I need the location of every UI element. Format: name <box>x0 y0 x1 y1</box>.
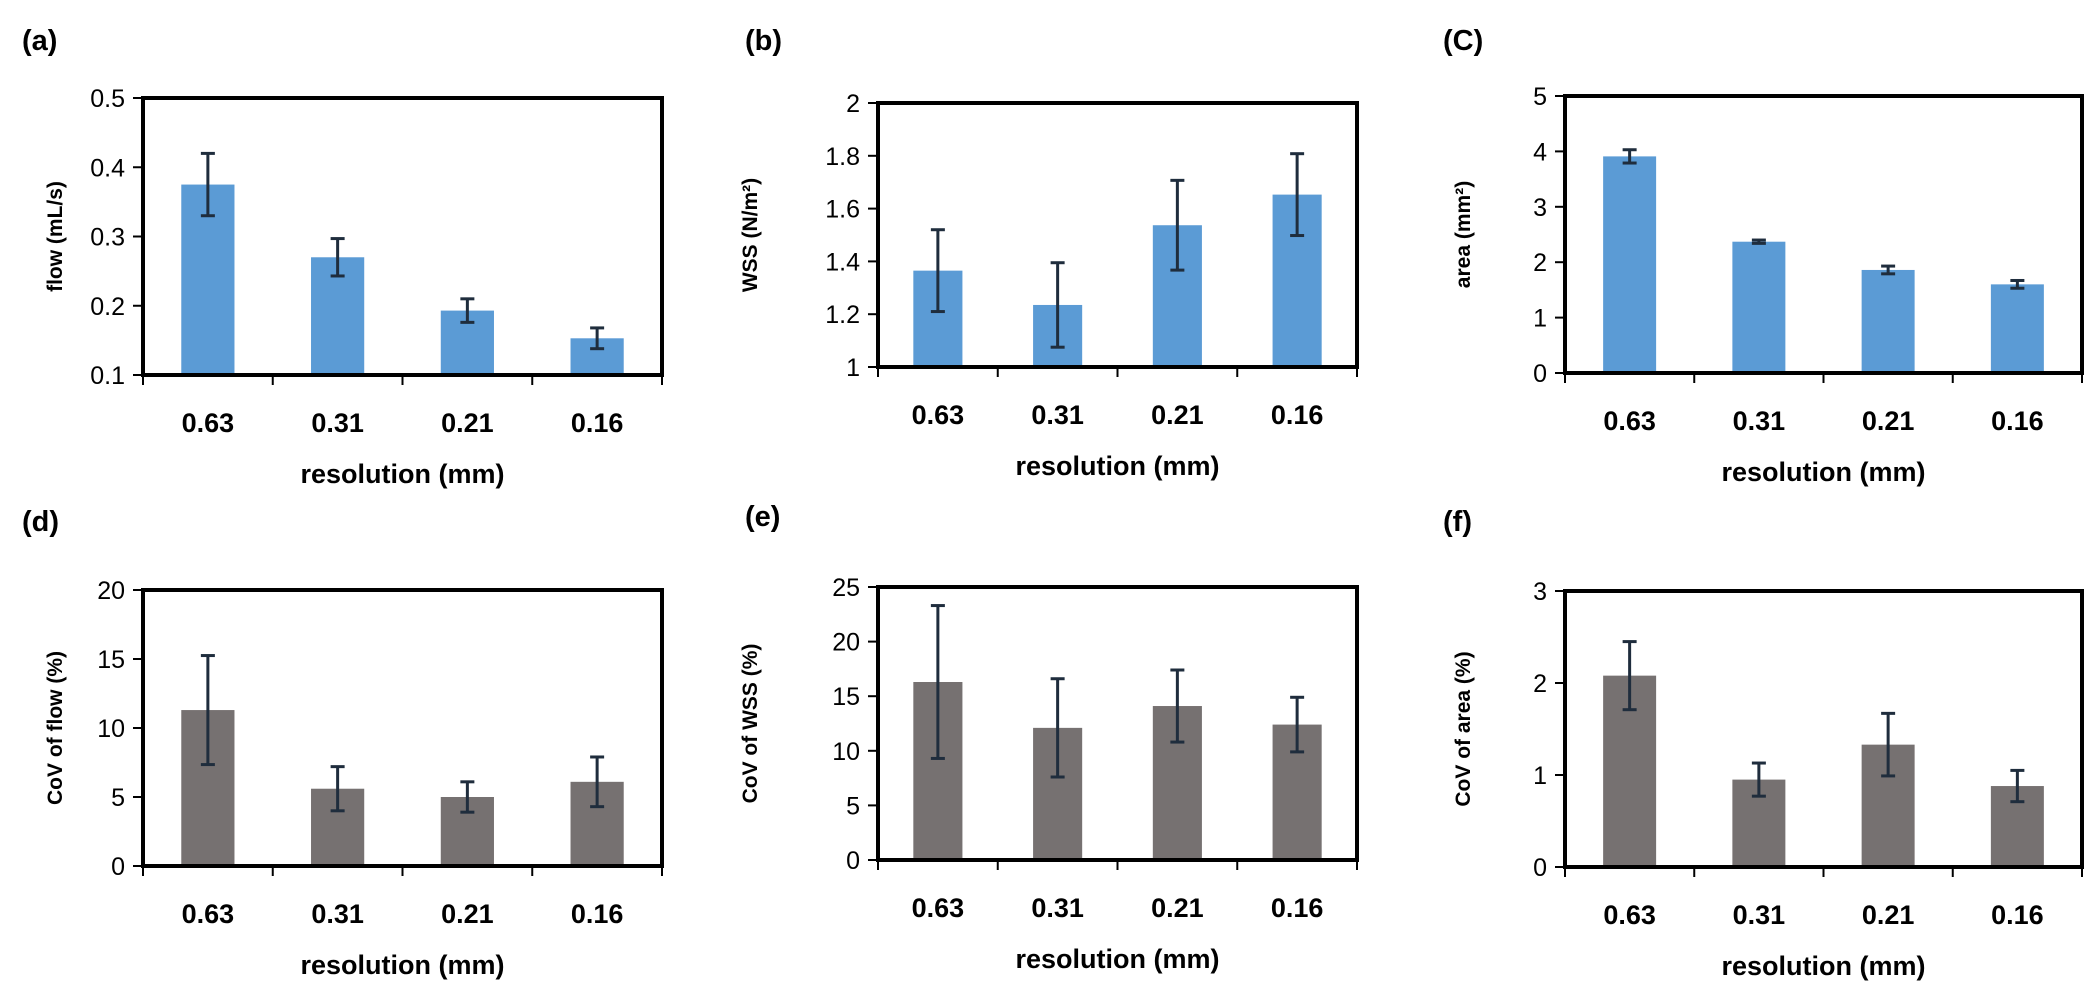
x-tick-label: 0.21 <box>441 899 494 929</box>
y-tick-label: 3 <box>1533 578 1547 606</box>
y-tick-label: 3 <box>1533 194 1547 222</box>
y-axis-title: CoV of area (%) <box>1452 651 1475 806</box>
chart-panel: (a) 0.1 0.2 0.3 0.4 0.5 0.63 0.31 0.21 0.16 resolu… <box>22 25 664 489</box>
x-axis-title: resolution (mm) <box>300 459 504 489</box>
plot-frame <box>1563 589 2084 869</box>
y-tick-label: 15 <box>97 646 125 674</box>
chart-panel: (f) 0 1 2 3 0.63 0.31 0.21 0.16 resolution (mm) Co… <box>1443 506 2084 981</box>
x-tick-label: 0.63 <box>912 893 965 923</box>
y-tick-label: 5 <box>1533 83 1547 111</box>
y-tick-label: 0.2 <box>90 293 125 321</box>
x-axis-title: resolution (mm) <box>1721 951 1925 981</box>
plot-frame <box>876 585 1359 862</box>
y-tick-label: 2 <box>1533 249 1547 277</box>
y-tick-label: 4 <box>1533 138 1547 166</box>
chart-panel: (C) 0 1 2 3 4 5 0.63 0.31 0.21 0.16 resolution (mm)… <box>1443 25 2084 487</box>
y-tick-label: 0.3 <box>90 224 125 252</box>
y-tick-label: 20 <box>97 577 125 605</box>
panel-label: (C) <box>1443 25 1483 57</box>
panel-label: (f) <box>1443 506 1472 538</box>
plot-frame <box>1563 94 2084 375</box>
x-tick-label: 0.31 <box>1031 400 1084 430</box>
y-tick-label: 0.5 <box>90 85 125 113</box>
x-tick-label: 0.63 <box>912 400 965 430</box>
x-tick-label: 0.16 <box>1991 406 2044 436</box>
x-tick-label: 0.21 <box>1151 400 1204 430</box>
x-tick-label: 0.21 <box>1151 893 1204 923</box>
bar <box>1603 156 1657 373</box>
y-tick-label: 2 <box>846 90 860 118</box>
x-tick-label: 0.16 <box>1991 900 2044 930</box>
y-tick-label: 1 <box>1533 762 1547 790</box>
y-axis-title: area (mm²) <box>1452 181 1475 288</box>
y-tick-label: 15 <box>832 683 860 711</box>
bar <box>1861 269 1915 373</box>
y-tick-label: 20 <box>832 629 860 657</box>
x-tick-label: 0.16 <box>571 408 624 438</box>
panel-label: (a) <box>22 25 57 57</box>
y-tick-label: 10 <box>97 715 125 743</box>
plot-frame <box>141 588 664 868</box>
x-tick-label: 0.21 <box>1862 900 1915 930</box>
x-tick-label: 0.16 <box>571 899 624 929</box>
y-tick-label: 5 <box>111 784 125 812</box>
x-tick-label: 0.31 <box>1733 900 1786 930</box>
x-tick-label: 0.63 <box>1603 406 1656 436</box>
x-axis-title: resolution (mm) <box>1015 451 1219 481</box>
x-tick-label: 0.31 <box>311 408 364 438</box>
y-tick-label: 1.4 <box>825 248 860 276</box>
y-tick-label: 0 <box>1533 854 1547 882</box>
y-axis-title: WSS (N/m²) <box>739 178 762 292</box>
y-tick-label: 5 <box>846 792 860 820</box>
x-axis-title: resolution (mm) <box>300 950 504 980</box>
panel-label: (d) <box>22 506 59 538</box>
y-tick-label: 1.8 <box>825 143 860 171</box>
panel-label: (e) <box>745 501 780 533</box>
x-tick-label: 0.31 <box>311 899 364 929</box>
y-tick-label: 0 <box>111 853 125 881</box>
y-axis-title: CoV of flow (%) <box>44 651 67 805</box>
y-axis-title: CoV of WSS (%) <box>739 644 762 804</box>
y-tick-label: 1 <box>846 354 860 382</box>
y-tick-label: 1.6 <box>825 196 860 224</box>
x-tick-label: 0.31 <box>1733 406 1786 436</box>
x-tick-label: 0.21 <box>441 408 494 438</box>
x-tick-label: 0.16 <box>1271 893 1324 923</box>
panel-label: (b) <box>745 25 782 57</box>
y-tick-label: 10 <box>832 738 860 766</box>
plot-frame <box>876 101 1359 369</box>
x-tick-label: 0.63 <box>182 899 235 929</box>
x-tick-label: 0.63 <box>182 408 235 438</box>
plot-frame <box>141 96 664 377</box>
x-tick-label: 0.21 <box>1862 406 1915 436</box>
bar <box>1732 241 1786 373</box>
x-tick-label: 0.16 <box>1271 400 1324 430</box>
y-tick-label: 0.1 <box>90 362 125 390</box>
x-axis-title: resolution (mm) <box>1015 944 1219 974</box>
y-tick-label: 0 <box>1533 360 1547 388</box>
chart-panel: (e) 0 5 10 15 20 25 0.63 0.31 0.21 0.16 resolution … <box>739 501 1359 974</box>
y-tick-label: 1 <box>1533 305 1547 333</box>
x-tick-label: 0.63 <box>1603 900 1656 930</box>
y-tick-label: 0.4 <box>90 154 125 182</box>
x-axis-title: resolution (mm) <box>1721 457 1925 487</box>
y-tick-label: 2 <box>1533 670 1547 698</box>
bar <box>1990 284 2044 373</box>
x-tick-label: 0.31 <box>1031 893 1084 923</box>
y-tick-label: 1.2 <box>825 301 860 329</box>
chart-panel: (b) 1 1.2 1.4 1.6 1.8 2 0.63 0.31 0.21 0.16 resolut… <box>739 25 1359 481</box>
y-tick-label: 25 <box>832 574 860 602</box>
chart-panel: (d) 0 5 10 15 20 0.63 0.31 0.21 0.16 resolution (m… <box>22 506 664 980</box>
y-tick-label: 0 <box>846 847 860 875</box>
y-axis-title: flow (mL/s) <box>44 181 67 292</box>
